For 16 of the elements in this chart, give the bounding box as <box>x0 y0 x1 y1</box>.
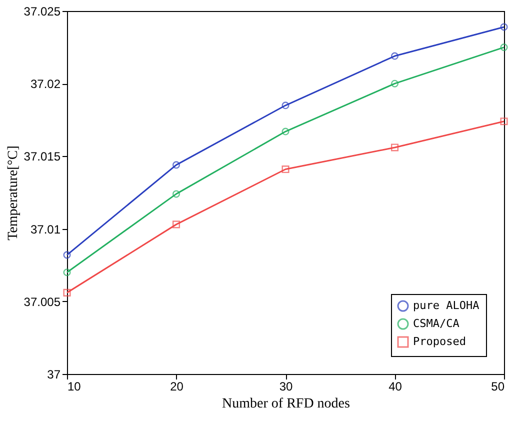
x-axis-title: Number of RFD nodes <box>222 396 350 412</box>
y-tick-label: 37 <box>47 368 61 382</box>
y-tick-label: 37.02 <box>30 77 61 92</box>
x-tick-label: 30 <box>279 380 293 394</box>
legend-label: Proposed <box>413 335 466 348</box>
y-tick-label: 37.015 <box>24 150 61 164</box>
x-tick-label: 20 <box>170 380 184 394</box>
legend-label: pure ALOHA <box>413 299 480 312</box>
y-tick-label: 37.01 <box>30 222 61 236</box>
y-axis-title: Temperature[°C] <box>6 146 21 240</box>
y-tick-label: 37.005 <box>24 294 61 309</box>
x-tick-label: 40 <box>388 380 402 394</box>
x-tick-label: 50 <box>491 380 505 394</box>
legend-label: CSMA/CA <box>413 317 460 330</box>
y-tick-label: 37.025 <box>24 4 61 18</box>
x-tick-label: 10 <box>68 380 82 394</box>
